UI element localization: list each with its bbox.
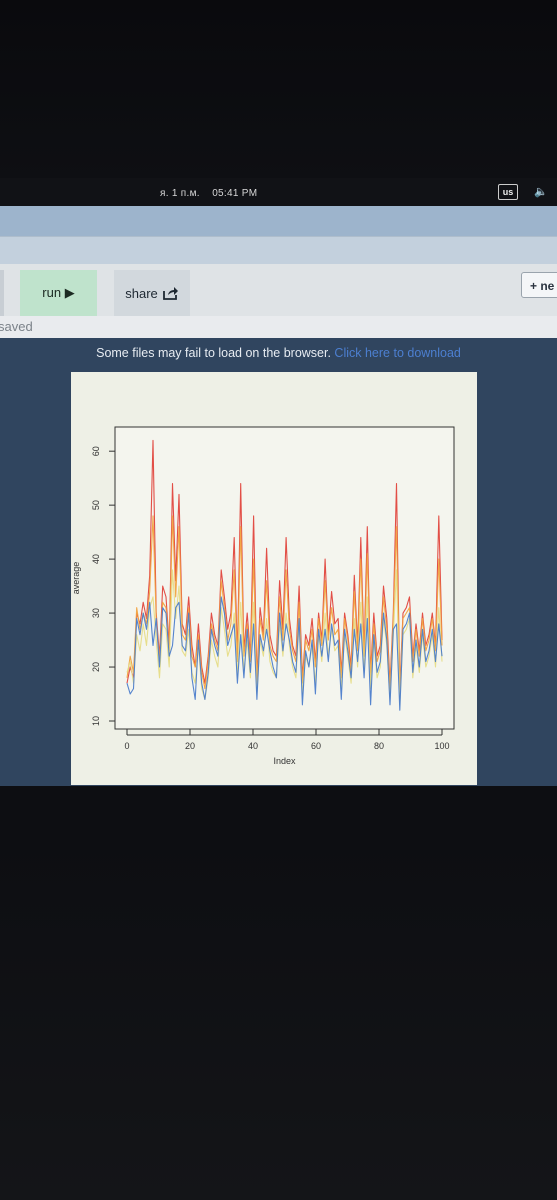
x-tick-label-1: 20 [185, 741, 195, 751]
browser-subheader [0, 236, 557, 265]
y-tick-label-3: 40 [91, 554, 101, 564]
share-icon [162, 287, 178, 300]
y-tick-label-4: 50 [91, 500, 101, 510]
load-warning: Some files may fail to load on the brows… [0, 346, 557, 360]
taskbar-time: 05:41 PM [212, 188, 258, 199]
line-chart: 0 20 40 60 80 100 10 20 30 40 50 60 Index average [71, 426, 455, 766]
taskbar: я. 1 п.м. 05:41 PM us 🔈 [0, 178, 557, 206]
y-tick-label-0: 10 [91, 716, 101, 726]
share-button[interactable]: share [114, 270, 190, 316]
y-tick-label-2: 30 [91, 608, 101, 618]
x-tick-label-0: 0 [124, 741, 129, 751]
run-button[interactable]: run ▶ [20, 270, 97, 319]
y-axis-label: average [71, 562, 81, 595]
browser-header [0, 206, 557, 236]
x-tick-label-2: 40 [248, 741, 258, 751]
series-line-1 [126, 515, 443, 695]
x-tick-label-3: 60 [311, 741, 321, 751]
taskbar-clock: я. 1 п.м. 05:41 PM [160, 188, 257, 199]
share-button-label: share [125, 285, 158, 301]
y-tick-label-1: 20 [91, 662, 101, 672]
new-button[interactable]: + ne [521, 272, 557, 298]
saved-status: saved [0, 319, 33, 334]
x-tick-label-4: 80 [374, 741, 384, 751]
volume-icon[interactable]: 🔈 [534, 186, 548, 198]
taskbar-date: я. 1 п.м. [160, 188, 200, 199]
toolbar-left-button[interactable] [0, 270, 4, 316]
x-axis-label: Index [273, 756, 296, 766]
language-indicator[interactable]: us [498, 184, 518, 200]
run-button-label: run ▶ [42, 285, 75, 300]
plot-output: 0 20 40 60 80 100 10 20 30 40 50 60 Index average [71, 372, 477, 785]
load-warning-text: Some files may fail to load on the brows… [96, 346, 335, 360]
download-link[interactable]: Click here to download [334, 346, 461, 360]
series-line-3 [126, 596, 443, 711]
x-tick-label-5: 100 [434, 741, 449, 751]
status-bar: saved [0, 316, 557, 338]
browser-window: run ▶ share + ne saved Some files may fa… [0, 206, 557, 786]
y-tick-label-5: 60 [91, 446, 101, 456]
